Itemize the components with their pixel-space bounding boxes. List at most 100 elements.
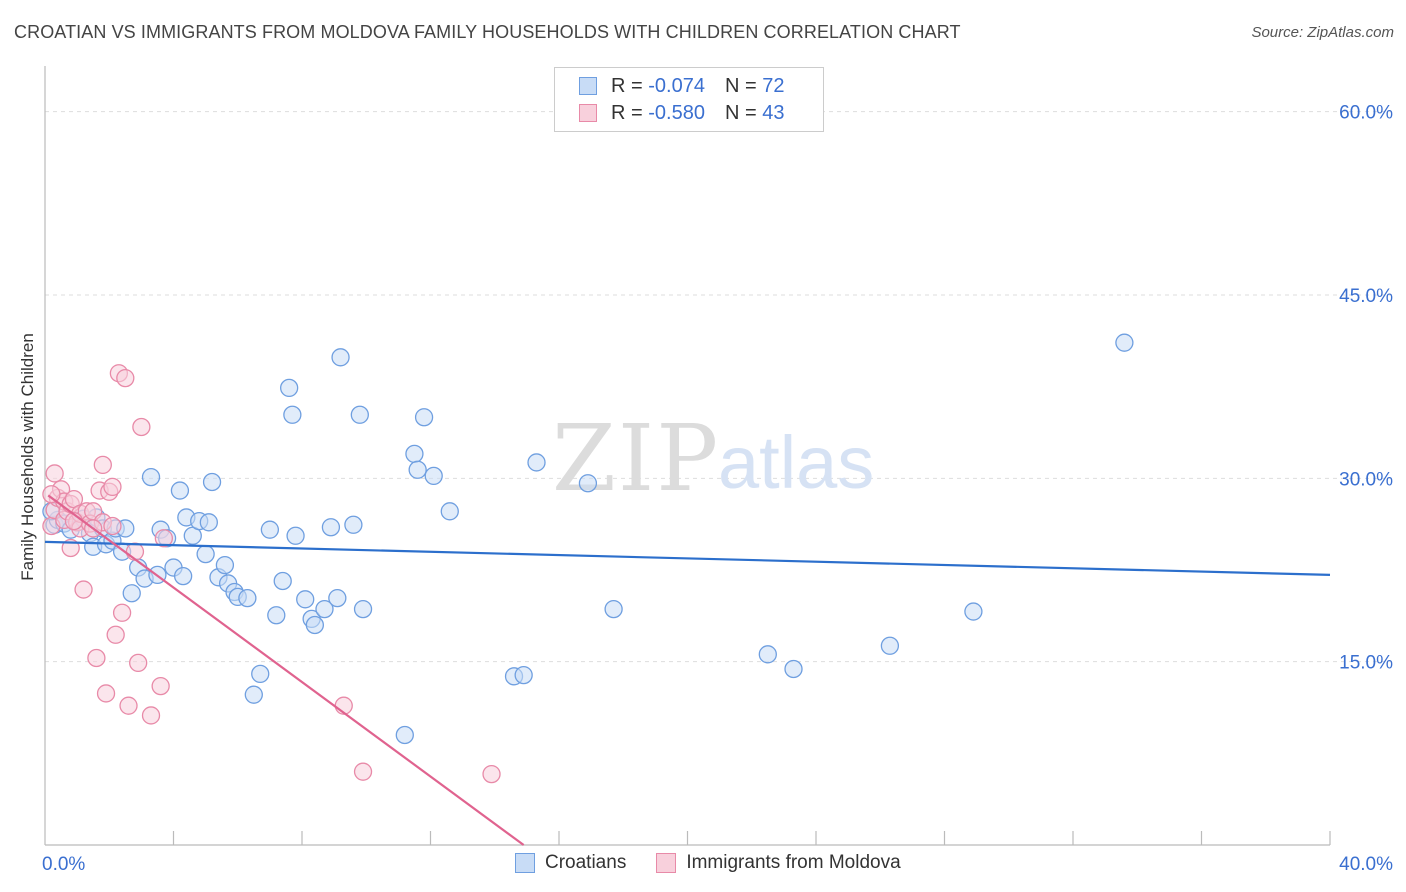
croatians-point [758,645,777,664]
legend-label: Immigrants from Moldova [686,852,901,873]
croatians-point [283,405,302,424]
moldova-point [42,485,61,504]
croatians-point [251,664,270,684]
n-value: 43 [762,101,785,124]
r-value: -0.074 [648,74,705,97]
moldova-point [151,676,170,696]
y-tick-label: 15.0% [1339,653,1393,674]
stats-row-moldova: R = -0.580 N = 43 [579,100,784,126]
croatians-point [202,472,222,492]
gridlines [45,111,1392,663]
y-tick-labels: 15.0% 30.0% 45.0% 60.0% [1339,103,1393,674]
moldova-point [74,580,93,599]
croatians-trend-line [44,540,1331,576]
croatians-point [196,544,215,564]
n-label: N = [724,101,757,124]
croatians-point [424,466,443,486]
croatians-point [331,348,350,367]
y-tick-label: 60.0% [1339,103,1393,124]
x-tick-label: 40.0% [1339,854,1393,875]
croatians-point [350,405,369,424]
moldova-point [132,417,151,437]
croatians-point [170,481,190,500]
croatians-point [395,725,414,745]
source-credit: Source: ZipAtlas.com [1251,24,1394,41]
croatians-point [527,453,546,472]
moldova-point [87,648,106,668]
croatians-points [42,333,1134,745]
croatians-point [353,599,373,619]
n-value: 72 [762,74,785,97]
watermark-atlas: atlas [718,421,874,504]
moldova-trend-line [47,494,525,846]
croatians-point [244,685,263,704]
x-tick-labels: 0.0% 40.0% [42,854,1393,875]
stats-legend: R = -0.074 N = 72 R = -0.580 N = 43 [554,67,824,132]
r-value: -0.580 [648,101,705,124]
croatians-point [964,602,983,621]
y-tick-label: 30.0% [1339,469,1393,490]
series-legend: Croatians Immigrants from Moldova [515,852,931,874]
croatians-point [215,555,235,575]
moldova-point [353,762,373,781]
croatians-point [440,502,459,521]
moldova-point [141,706,161,725]
moldova-point [482,764,501,784]
croatians-point [321,518,341,537]
croatians-point [784,659,803,679]
croatians-point [122,584,141,603]
croatians-point [273,571,292,591]
watermark-zip: ZIP [552,405,720,512]
croatians-point [1115,333,1134,352]
moldova-point [112,603,132,622]
croatians-point [286,526,305,545]
croatians-point [305,615,325,635]
croatians-point [238,588,257,608]
axes [44,66,1331,846]
croatians-point [405,444,424,464]
trend-lines [44,494,1331,846]
croatians-point [260,520,280,539]
croatians-legend-swatch [515,853,535,873]
moldova-point [125,542,145,561]
moldova-point [103,516,122,536]
r-label: R = [611,101,643,124]
legend-label: Croatians [545,852,627,873]
croatians-point [578,474,598,493]
chart-title: CROATIAN VS IMMIGRANTS FROM MOLDOVA FAMI… [14,22,961,42]
y-axis-title: Family Households with Children [18,333,37,581]
moldova-point [96,684,116,703]
croatians-point [267,606,286,625]
moldova-point [129,653,148,673]
croatians-swatch [579,77,597,95]
croatians-point [199,513,218,532]
moldova-point [45,464,64,483]
croatians-point [173,566,193,586]
x-tick-label: 0.0% [42,854,85,875]
moldova-point [106,625,125,644]
croatians-point [328,588,347,608]
croatians-point [604,599,623,619]
croatians-point [880,636,900,655]
moldova-point [116,368,135,388]
moldova-points [42,364,501,784]
legend-item-croatians[interactable]: Croatians [515,852,626,874]
r-label: R = [611,74,643,97]
croatians-point [315,599,334,619]
moldova-point [154,529,174,548]
croatians-point [141,467,161,487]
moldova-point [103,477,122,497]
y-tick-label: 45.0% [1339,286,1393,307]
croatians-point [414,408,434,427]
watermark: ZIP atlas [552,405,874,512]
moldova-legend-swatch [656,853,677,873]
moldova-point [119,696,138,715]
stats-row-croatians: R = -0.074 N = 72 [579,73,784,99]
moldova-point [93,455,112,475]
croatians-point [408,460,427,479]
legend-item-moldova[interactable]: Immigrants from Moldova [656,852,901,874]
croatians-point [279,378,299,398]
croatians-point [514,665,533,685]
croatians-point [344,515,363,534]
